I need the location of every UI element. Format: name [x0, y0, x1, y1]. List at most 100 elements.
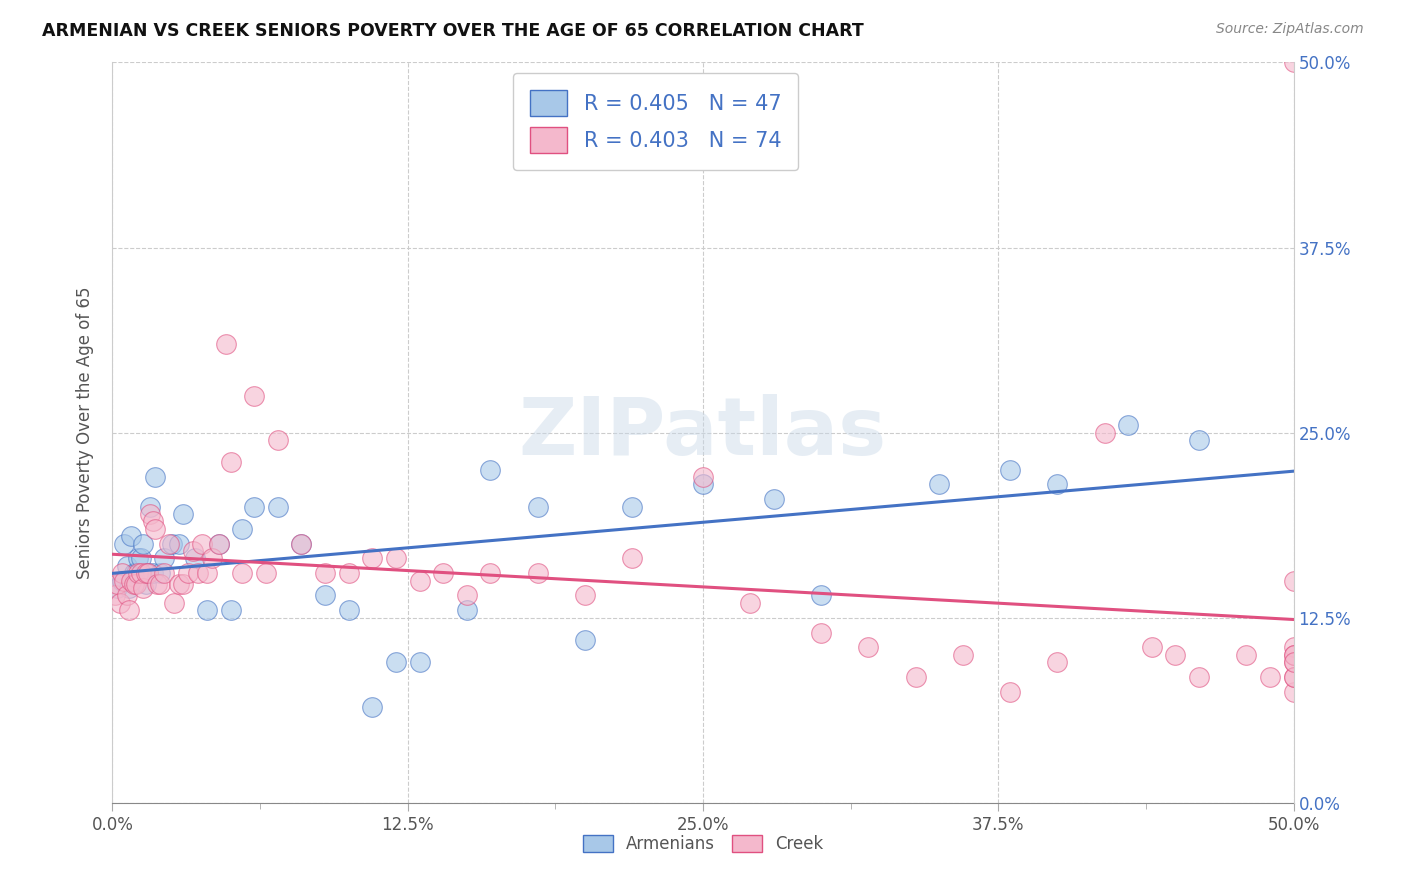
- Point: [952, 648, 974, 662]
- Point: [139, 507, 162, 521]
- Point: [1282, 574, 1305, 588]
- Point: [115, 589, 138, 603]
- Point: [208, 536, 231, 550]
- Point: [1282, 648, 1305, 662]
- Point: [129, 551, 152, 566]
- Point: [337, 566, 360, 581]
- Point: [146, 576, 169, 591]
- Point: [120, 574, 142, 588]
- Point: [526, 500, 548, 514]
- Point: [184, 551, 207, 566]
- Point: [928, 477, 950, 491]
- Point: [810, 589, 832, 603]
- Point: [243, 388, 266, 402]
- Point: [1234, 648, 1257, 662]
- Text: Source: ZipAtlas.com: Source: ZipAtlas.com: [1216, 22, 1364, 37]
- Point: [118, 603, 141, 617]
- Y-axis label: Seniors Poverty Over the Age of 65: Seniors Poverty Over the Age of 65: [76, 286, 94, 579]
- Point: [432, 566, 454, 581]
- Point: [135, 566, 157, 581]
- Point: [254, 566, 277, 581]
- Point: [153, 551, 176, 566]
- Point: [267, 500, 290, 514]
- Point: [1188, 433, 1211, 447]
- Text: ZIPatlas: ZIPatlas: [519, 393, 887, 472]
- Point: [149, 576, 172, 591]
- Point: [118, 581, 141, 595]
- Point: [136, 566, 159, 581]
- Point: [408, 655, 430, 669]
- Point: [1282, 55, 1305, 70]
- Point: [191, 536, 214, 550]
- Point: [361, 551, 384, 566]
- Point: [181, 544, 204, 558]
- Point: [149, 566, 172, 581]
- Point: [127, 566, 149, 581]
- Point: [142, 515, 165, 529]
- Point: [186, 566, 208, 581]
- Point: [132, 581, 155, 595]
- Point: [858, 640, 880, 655]
- Point: [231, 566, 253, 581]
- Point: [172, 576, 194, 591]
- Point: [456, 603, 478, 617]
- Point: [1140, 640, 1163, 655]
- Point: [1046, 655, 1069, 669]
- Point: [115, 558, 138, 573]
- Point: [740, 596, 762, 610]
- Point: [104, 589, 127, 603]
- Point: [143, 522, 166, 536]
- Point: [127, 551, 149, 566]
- Point: [108, 596, 131, 610]
- Legend: Armenians, Creek: Armenians, Creek: [575, 826, 831, 861]
- Point: [621, 500, 644, 514]
- Point: [314, 566, 336, 581]
- Point: [1282, 670, 1305, 684]
- Point: [479, 462, 502, 476]
- Point: [142, 566, 165, 581]
- Point: [1282, 655, 1305, 669]
- Point: [337, 603, 360, 617]
- Point: [1094, 425, 1116, 440]
- Point: [526, 566, 548, 581]
- Point: [1164, 648, 1187, 662]
- Point: [195, 566, 218, 581]
- Point: [998, 462, 1021, 476]
- Point: [1282, 640, 1305, 655]
- Point: [290, 536, 312, 550]
- Point: [160, 536, 183, 550]
- Point: [385, 655, 408, 669]
- Point: [621, 551, 644, 566]
- Point: [1046, 477, 1069, 491]
- Point: [456, 589, 478, 603]
- Text: ARMENIAN VS CREEK SENIORS POVERTY OVER THE AGE OF 65 CORRELATION CHART: ARMENIAN VS CREEK SENIORS POVERTY OVER T…: [42, 22, 863, 40]
- Point: [105, 576, 128, 591]
- Point: [1282, 685, 1305, 699]
- Point: [112, 574, 135, 588]
- Point: [290, 536, 312, 550]
- Point: [1282, 670, 1305, 684]
- Point: [998, 685, 1021, 699]
- Point: [219, 603, 242, 617]
- Point: [574, 632, 596, 647]
- Point: [1188, 670, 1211, 684]
- Point: [314, 589, 336, 603]
- Point: [385, 551, 408, 566]
- Point: [243, 500, 266, 514]
- Point: [762, 492, 785, 507]
- Point: [231, 522, 253, 536]
- Point: [132, 536, 155, 550]
- Point: [904, 670, 927, 684]
- Point: [1282, 648, 1305, 662]
- Point: [361, 699, 384, 714]
- Point: [120, 529, 142, 543]
- Point: [105, 581, 128, 595]
- Point: [125, 576, 148, 591]
- Point: [479, 566, 502, 581]
- Point: [172, 507, 194, 521]
- Point: [139, 500, 162, 514]
- Point: [153, 566, 176, 581]
- Point: [135, 576, 157, 591]
- Point: [167, 536, 190, 550]
- Point: [692, 477, 714, 491]
